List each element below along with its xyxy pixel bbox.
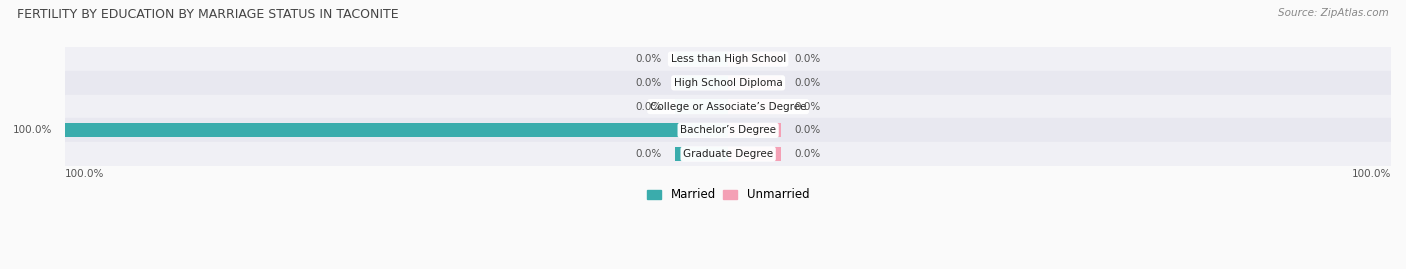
Bar <box>65 47 1391 71</box>
Text: FERTILITY BY EDUCATION BY MARRIAGE STATUS IN TACONITE: FERTILITY BY EDUCATION BY MARRIAGE STATU… <box>17 8 398 21</box>
Bar <box>65 142 1391 166</box>
Text: 0.0%: 0.0% <box>636 149 662 159</box>
Bar <box>65 123 728 137</box>
Text: 0.0%: 0.0% <box>794 102 821 112</box>
Text: High School Diploma: High School Diploma <box>673 78 783 88</box>
Bar <box>675 76 728 90</box>
Bar <box>728 147 782 161</box>
Legend: Married, Unmarried: Married, Unmarried <box>647 189 810 201</box>
Text: 0.0%: 0.0% <box>794 54 821 64</box>
Text: 0.0%: 0.0% <box>794 125 821 135</box>
Text: Less than High School: Less than High School <box>671 54 786 64</box>
Bar <box>675 52 728 66</box>
Bar <box>65 95 1391 118</box>
Bar <box>728 100 782 114</box>
Text: Bachelor’s Degree: Bachelor’s Degree <box>681 125 776 135</box>
Text: 0.0%: 0.0% <box>636 78 662 88</box>
Text: 0.0%: 0.0% <box>794 78 821 88</box>
Bar <box>728 52 782 66</box>
Text: Graduate Degree: Graduate Degree <box>683 149 773 159</box>
Bar <box>675 100 728 114</box>
Bar <box>728 76 782 90</box>
Text: 100.0%: 100.0% <box>1351 169 1391 179</box>
Text: 100.0%: 100.0% <box>65 169 104 179</box>
Text: 0.0%: 0.0% <box>636 54 662 64</box>
Bar <box>65 71 1391 95</box>
Text: 100.0%: 100.0% <box>13 125 52 135</box>
Text: 0.0%: 0.0% <box>636 102 662 112</box>
Text: 0.0%: 0.0% <box>794 149 821 159</box>
Text: Source: ZipAtlas.com: Source: ZipAtlas.com <box>1278 8 1389 18</box>
Bar <box>65 118 1391 142</box>
Bar <box>728 123 782 137</box>
Bar <box>675 147 728 161</box>
Text: College or Associate’s Degree: College or Associate’s Degree <box>650 102 807 112</box>
